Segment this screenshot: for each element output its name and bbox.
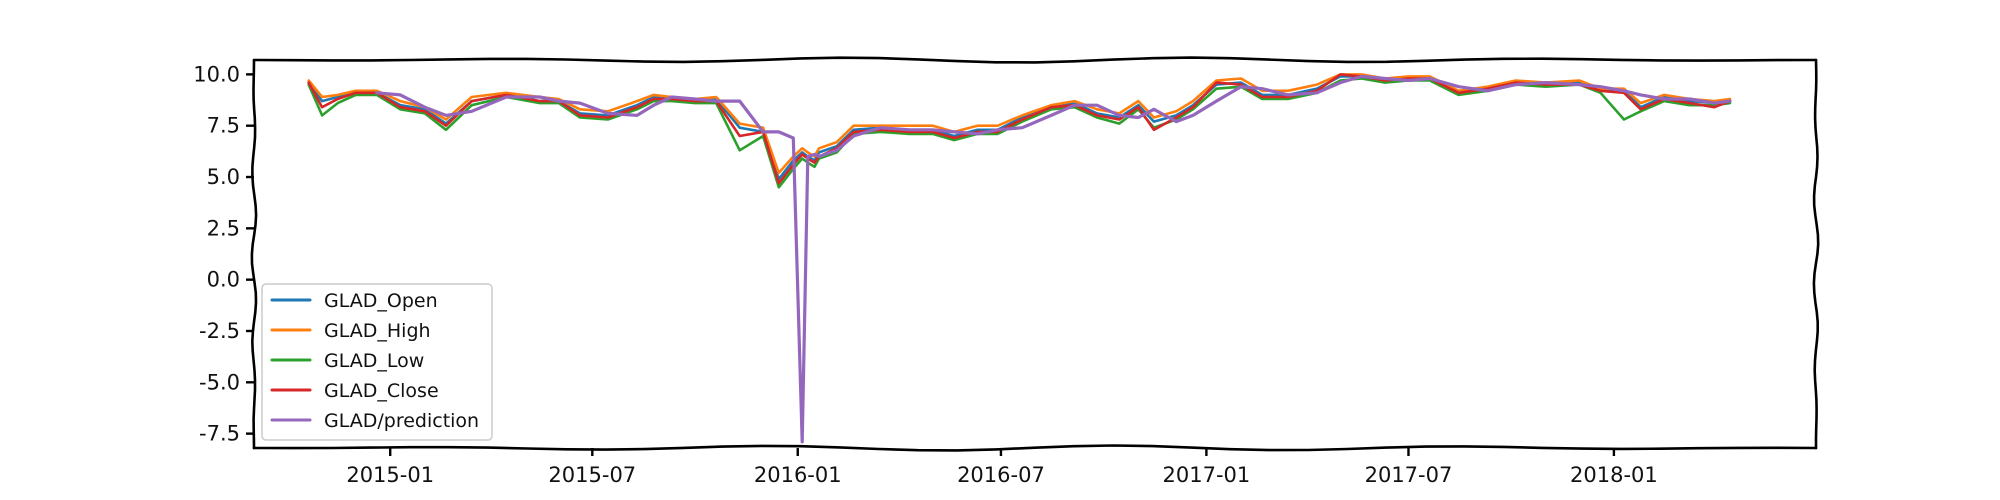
frame-bottom [252, 444, 1818, 452]
x-tick-label: 2017-01 [1163, 463, 1251, 487]
y-tick-label: -7.5 [199, 422, 240, 446]
plot-frame [250, 56, 1820, 452]
legend-item: GLAD_Close [270, 380, 439, 402]
series-line-glad-prediction [375, 74, 1732, 444]
series-line-glad-low [307, 77, 1732, 189]
x-tick-label: 2015-01 [346, 463, 434, 487]
x-tick-label: 2016-01 [754, 463, 842, 487]
legend-label: GLAD_High [324, 320, 431, 342]
legend: GLAD_Open GLAD_High GLAD_Low GLAD_Close GLAD… [261, 283, 493, 441]
legend-label: GLAD_Low [324, 350, 424, 372]
legend-label: GLAD_Open [324, 290, 438, 312]
legend-box [261, 283, 493, 441]
series-line-glad-high [307, 73, 1732, 175]
legend-item: GLAD_Open [270, 290, 438, 312]
frame-left [250, 58, 258, 450]
x-tick-label: 2015-07 [548, 463, 636, 487]
x-tick-label: 2016-07 [957, 463, 1045, 487]
series-layer [307, 73, 1732, 444]
y-tick-label: 10.0 [193, 62, 240, 86]
y-tick-label: 5.0 [207, 165, 240, 189]
x-tick-label: 2017-07 [1365, 463, 1453, 487]
legend-label: GLAD/prediction [324, 410, 479, 432]
y-tick-label: -5.0 [199, 370, 240, 394]
y-tick-label: -2.5 [199, 319, 240, 343]
x-tick-label: 2018-01 [1570, 463, 1658, 487]
legend-label: GLAD_Close [324, 380, 439, 402]
frame-right [1812, 58, 1820, 450]
y-tick-label: 7.5 [207, 114, 240, 138]
legend-item: GLAD_High [270, 320, 431, 342]
frame-top [252, 56, 1818, 64]
legend-item: GLAD/prediction [270, 410, 479, 432]
x-axis: 2015-01 2015-07 2016-01 2016-07 2017-01 2017-… [346, 448, 1658, 487]
y-tick-label: 2.5 [207, 216, 240, 240]
y-tick-label: 0.0 [207, 268, 240, 292]
y-axis: 10.0 7.5 5.0 2.5 0.0 -2.5 -5.0 -7.5 [193, 62, 254, 446]
legend-item: GLAD_Low [270, 350, 424, 372]
